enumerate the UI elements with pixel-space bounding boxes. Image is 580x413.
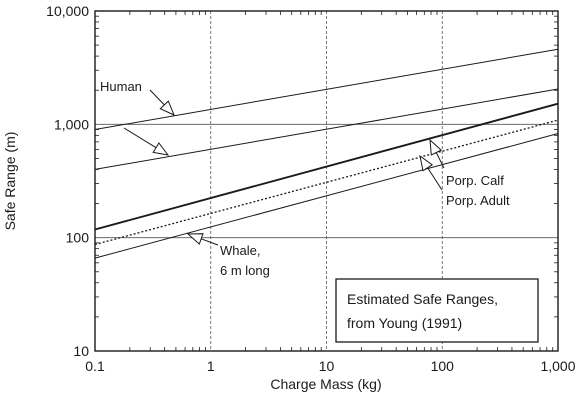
- arrow-human-upper-head: [159, 100, 175, 116]
- y-tick-label: 10: [73, 343, 89, 359]
- arrow-porp-calf-shaft: [435, 152, 445, 169]
- y-tick-label: 100: [66, 230, 90, 246]
- y-tick-label: 10,000: [46, 3, 89, 19]
- annotation-porp-calf: Porp. Calf: [446, 173, 504, 188]
- arrow-human-upper-shaft: [149, 89, 165, 106]
- x-tick-label: 1,000: [540, 358, 575, 374]
- annotation-arrows: [123, 89, 445, 246]
- series-line-human-lower: [94, 88, 559, 170]
- arrow-porp-adult-shaft: [427, 167, 443, 191]
- arrow-porp-calf-head: [429, 138, 443, 156]
- series-line-whale: [94, 133, 559, 259]
- arrow-human-lower-shaft: [123, 127, 157, 149]
- axis-ticks: 0.1 1 10 100 1,000 10 100 1,000 10,000: [46, 3, 576, 374]
- arrow-whale-head: [186, 233, 204, 245]
- plot-frame: [94, 10, 559, 352]
- x-axis-label: Charge Mass (kg): [270, 376, 381, 392]
- annotation-porp-adult: Porp. Adult: [446, 193, 510, 208]
- series-line-human-upper: [94, 48, 559, 130]
- y-axis-label: Safe Range (m): [2, 132, 18, 231]
- source-note-line1: Estimated Safe Ranges,: [347, 291, 498, 307]
- arrow-whale-shaft: [200, 238, 219, 246]
- x-tick-label: 0.1: [85, 358, 105, 374]
- x-tick-label: 10: [319, 358, 335, 374]
- annotation-whale-line1: Whale,: [220, 243, 260, 258]
- x-tick-label: 1: [207, 358, 215, 374]
- x-tick-label: 100: [431, 358, 455, 374]
- arrow-human-lower-head: [152, 142, 170, 156]
- arrow-porp-adult-head: [419, 154, 434, 172]
- series-lines: [94, 48, 559, 259]
- y-tick-label: 1,000: [54, 116, 89, 132]
- series-line-porp-calf: [94, 102, 559, 231]
- annotation-whale-line2: 6 m long: [220, 263, 270, 278]
- source-note-box: [335, 278, 539, 343]
- source-note-line2: from Young (1991): [347, 315, 462, 331]
- annotation-human: Human: [100, 79, 142, 94]
